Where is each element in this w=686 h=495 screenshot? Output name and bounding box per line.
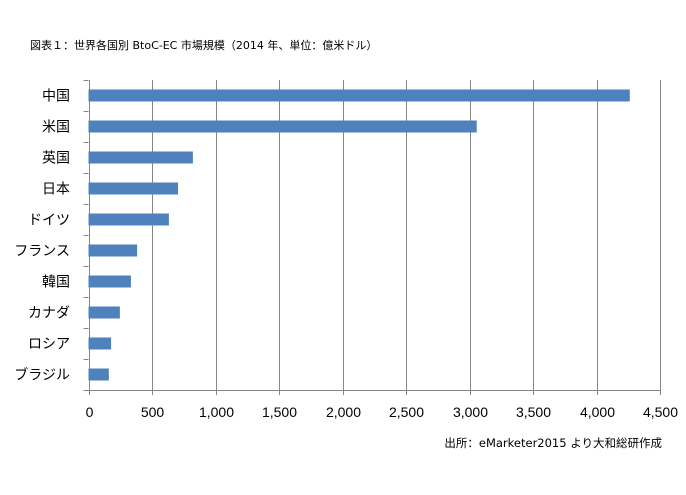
- bar-9: [88, 368, 109, 381]
- bar-2: [88, 151, 193, 164]
- x-tick-label: 1,500: [262, 404, 297, 420]
- y-category-label: 中国: [42, 89, 70, 105]
- bar-4: [88, 213, 169, 226]
- x-tick-label: 0: [86, 404, 94, 420]
- chart-title: 図表１：世界各国別 BtoC-EC 市場規模（2014 年、単位：億米ドル）: [30, 39, 378, 52]
- y-category-label: 米国: [42, 120, 70, 136]
- y-category-label: 英国: [42, 150, 70, 167]
- bar-1: [88, 120, 477, 133]
- bar-5: [88, 244, 138, 257]
- y-category-label: カナダ: [28, 306, 70, 322]
- x-tick-label: 2,500: [389, 404, 424, 420]
- y-category-label: 韓国: [42, 275, 70, 291]
- bar-6: [88, 275, 131, 288]
- x-tick-label: 1,000: [199, 404, 234, 420]
- x-tick-label: 3,000: [453, 404, 488, 420]
- y-category-label: ブラジル: [14, 367, 70, 384]
- y-category-label: 日本: [42, 182, 70, 198]
- y-category-label: ドイツ: [28, 213, 70, 229]
- x-tick-label: 2,000: [326, 404, 361, 420]
- chart-source: 出所：eMarketer2015 より大和総研作成: [444, 436, 662, 450]
- y-category-label: フランス: [14, 244, 70, 260]
- x-tick-label: 4,000: [580, 404, 615, 420]
- x-tick-label: 4,500: [643, 404, 678, 420]
- bar-8: [88, 337, 112, 350]
- y-category-label: ロシア: [28, 337, 70, 353]
- bar-3: [88, 182, 179, 195]
- bar-7: [88, 306, 120, 319]
- x-tick-label: 500: [141, 404, 165, 420]
- bar-0: [88, 89, 630, 102]
- x-tick-label: 3,500: [516, 404, 551, 420]
